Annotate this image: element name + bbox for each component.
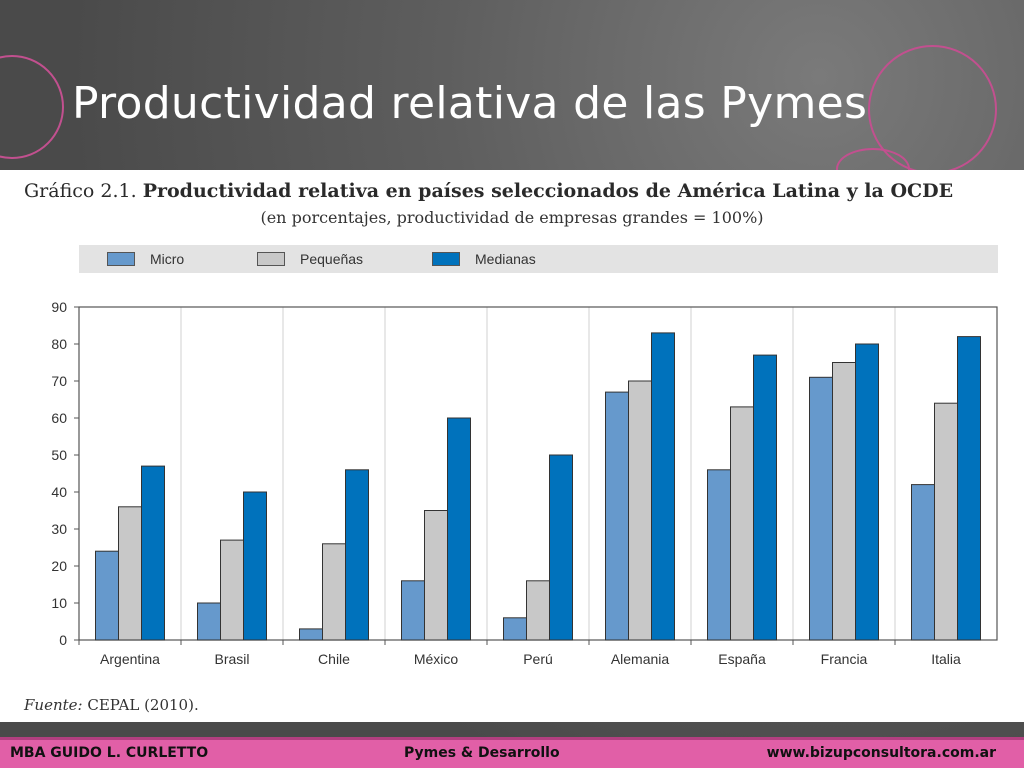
bar-medianas [243, 491, 267, 641]
legend-item-micro: Micro [107, 251, 184, 267]
bar-medianas [957, 336, 981, 641]
legend-swatch-pequenas [257, 252, 285, 266]
bar-micro [197, 602, 221, 641]
decorative-circle [836, 148, 910, 190]
x-tick-label: México [414, 651, 459, 667]
bar-pequenas [730, 406, 754, 641]
x-tick-label: Alemania [611, 651, 670, 667]
x-tick-label: Brasil [214, 651, 249, 667]
bar-medianas [345, 469, 369, 641]
bar-pequenas [424, 510, 448, 641]
footer-topic: Pymes & Desarrollo [404, 745, 560, 761]
bar-medianas [141, 465, 165, 641]
y-tick-label: 0 [59, 632, 67, 648]
legend-label-pequenas: Pequeñas [300, 251, 364, 267]
bar-medianas [549, 454, 573, 641]
bar-micro [707, 469, 731, 641]
chart-subtitle: (en porcentajes, productividad de empres… [260, 208, 764, 227]
bar-micro [401, 580, 425, 641]
source-text: CEPAL (2010). [87, 696, 199, 714]
y-tick-label: 80 [51, 336, 67, 352]
bar-medianas [855, 343, 879, 641]
bar-micro [605, 391, 629, 641]
bar-pequenas [322, 543, 346, 641]
bar-pequenas [118, 506, 142, 641]
bar-medianas [651, 332, 675, 641]
bar-pequenas [220, 539, 244, 641]
legend-swatch-micro [107, 252, 135, 266]
legend-label-medianas: Medianas [475, 251, 536, 267]
footer-author: MBA GUIDO L. CURLETTO [10, 745, 209, 761]
legend-label-micro: Micro [150, 251, 185, 267]
slide-footer: MBA GUIDO L. CURLETTO Pymes & Desarrollo… [0, 737, 1024, 768]
bar-micro [299, 628, 323, 641]
bar-pequenas [934, 402, 958, 641]
source-label: Fuente: [24, 696, 83, 714]
y-tick-label: 40 [51, 484, 67, 500]
bar-chart: 0 10 20 30 40 50 60 70 80 90 Argentina Brasil Chile M… [51, 299, 998, 667]
figure-label: Gráfico 2.1. [24, 180, 137, 202]
footer-website: www.bizupconsultora.com.ar [766, 745, 996, 761]
figure-title: Productividad relativa en países selecci… [142, 180, 954, 202]
x-tick-label: Argentina [100, 651, 160, 667]
bar-pequenas [526, 580, 550, 641]
bar-pequenas [832, 362, 856, 641]
y-tick-label: 10 [51, 595, 67, 611]
chart-source: Fuente: CEPAL (2010). [24, 696, 199, 714]
legend-swatch-medianas [432, 252, 460, 266]
chart-legend: Micro Pequeñas Medianas [79, 245, 998, 273]
y-tick-label: 90 [51, 299, 67, 315]
slide-title: Productividad relativa de las Pymes [72, 78, 868, 129]
y-tick-label: 50 [51, 447, 67, 463]
bar-micro [503, 617, 527, 641]
legend-item-medianas: Medianas [432, 251, 536, 267]
y-tick-label: 60 [51, 410, 67, 426]
x-tick-label: Francia [821, 651, 868, 667]
bar-micro [809, 376, 833, 641]
x-tick-label: Perú [523, 651, 553, 667]
x-tick-label: España [718, 651, 766, 667]
y-tick-label: 30 [51, 521, 67, 537]
legend-item-pequenas: Pequeñas [257, 251, 363, 267]
bar-micro [95, 550, 119, 641]
x-tick-label: Italia [931, 651, 961, 667]
y-tick-label: 20 [51, 558, 67, 574]
x-tick-label: Chile [318, 651, 350, 667]
bar-medianas [447, 417, 471, 641]
chart-title: Gráfico 2.1. Productividad relativa en p… [24, 180, 1014, 202]
bar-medianas [753, 354, 777, 641]
y-tick-label: 70 [51, 373, 67, 389]
bar-pequenas [628, 380, 652, 641]
bar-micro [911, 484, 935, 641]
